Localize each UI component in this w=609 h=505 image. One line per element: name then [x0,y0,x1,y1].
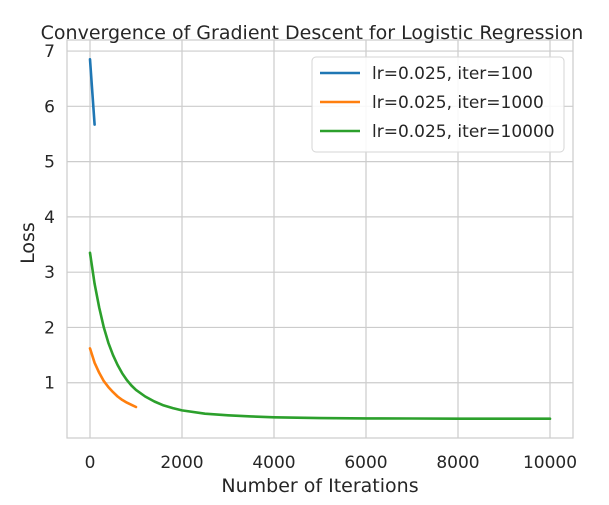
x-tick-label: 0 [85,453,96,473]
legend-label: lr=0.025, iter=10000 [372,122,555,142]
x-axis-label: Number of Iterations [221,475,418,497]
y-tick-label: 3 [44,263,55,283]
y-tick-label: 7 [44,42,55,62]
series-line-3 [88,251,552,421]
series-lines [88,57,552,421]
legend-box [311,56,565,153]
x-tick-label: 8000 [436,453,479,473]
y-axis-label: Loss [17,222,39,264]
x-tick-label: 6000 [344,453,387,473]
x-tick-label: 10000 [523,453,577,473]
y-tick-label: 5 [44,153,55,173]
x-tick-labels: 0 2000 4000 6000 8000 10000 [85,453,577,473]
x-tick-label: 2000 [160,453,203,473]
series-line-1 [88,57,96,126]
legend-label: lr=0.025, iter=100 [372,64,533,84]
y-tick-label: 4 [44,208,55,228]
y-tick-label: 6 [44,97,55,117]
y-tick-label: 1 [44,374,55,394]
x-tick-label: 4000 [252,453,295,473]
plot-frame [66,39,574,439]
legend: lr=0.025, iter=100 lr=0.025, iter=1000 lr=… [311,56,565,153]
y-tick-labels: 1 2 3 4 5 6 7 [44,42,55,394]
y-tick-label: 2 [44,318,55,338]
series-line-2 [88,347,138,409]
chart-title: Convergence of Gradient Descent for Logi… [41,22,584,44]
legend-label: lr=0.025, iter=1000 [372,93,544,113]
